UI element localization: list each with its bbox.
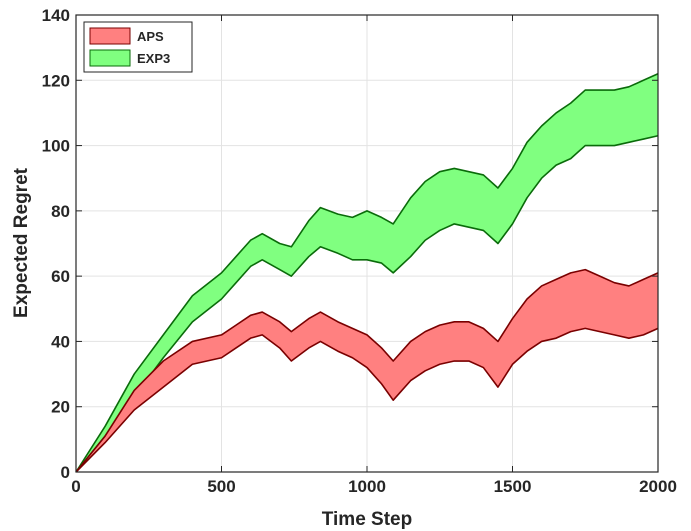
lower-line-aps	[75, 327, 659, 473]
y-axis-label: Expected Regret	[11, 167, 32, 318]
x-tick-label: 2000	[639, 477, 677, 496]
legend-swatch-aps	[89, 27, 131, 45]
y-tick-label: 100	[42, 137, 70, 156]
upper-line-exp3	[75, 73, 659, 473]
y-tick-label: 40	[51, 332, 70, 351]
y-tick-label: 80	[51, 202, 70, 221]
band-exp3	[76, 73, 658, 472]
y-tick-label: 0	[61, 463, 70, 482]
y-tick-label: 60	[51, 267, 70, 286]
y-tick-label: 120	[42, 71, 70, 90]
y-tick-label: 20	[51, 398, 70, 417]
y-tick-label: 140	[42, 6, 70, 25]
x-tick-label: 500	[207, 477, 235, 496]
legend-swatch-exp3	[89, 49, 131, 67]
bands	[75, 73, 659, 473]
x-axis-label: Time Step	[322, 509, 412, 530]
x-tick-label: 1500	[494, 477, 532, 496]
x-tick-label: 0	[71, 477, 80, 496]
lower-line-exp3	[75, 134, 659, 473]
legend-label-exp3: EXP3	[137, 51, 170, 66]
x-tick-label: 1000	[348, 477, 386, 496]
legend-label-aps: APS	[137, 29, 164, 44]
upper-line-aps	[75, 268, 659, 473]
band-aps	[76, 269, 658, 472]
axis-ticks: 0 500 1000 1500 2000 0 20 40 60 80 100 120 140	[42, 6, 677, 496]
legend: APS EXP3	[83, 21, 193, 73]
